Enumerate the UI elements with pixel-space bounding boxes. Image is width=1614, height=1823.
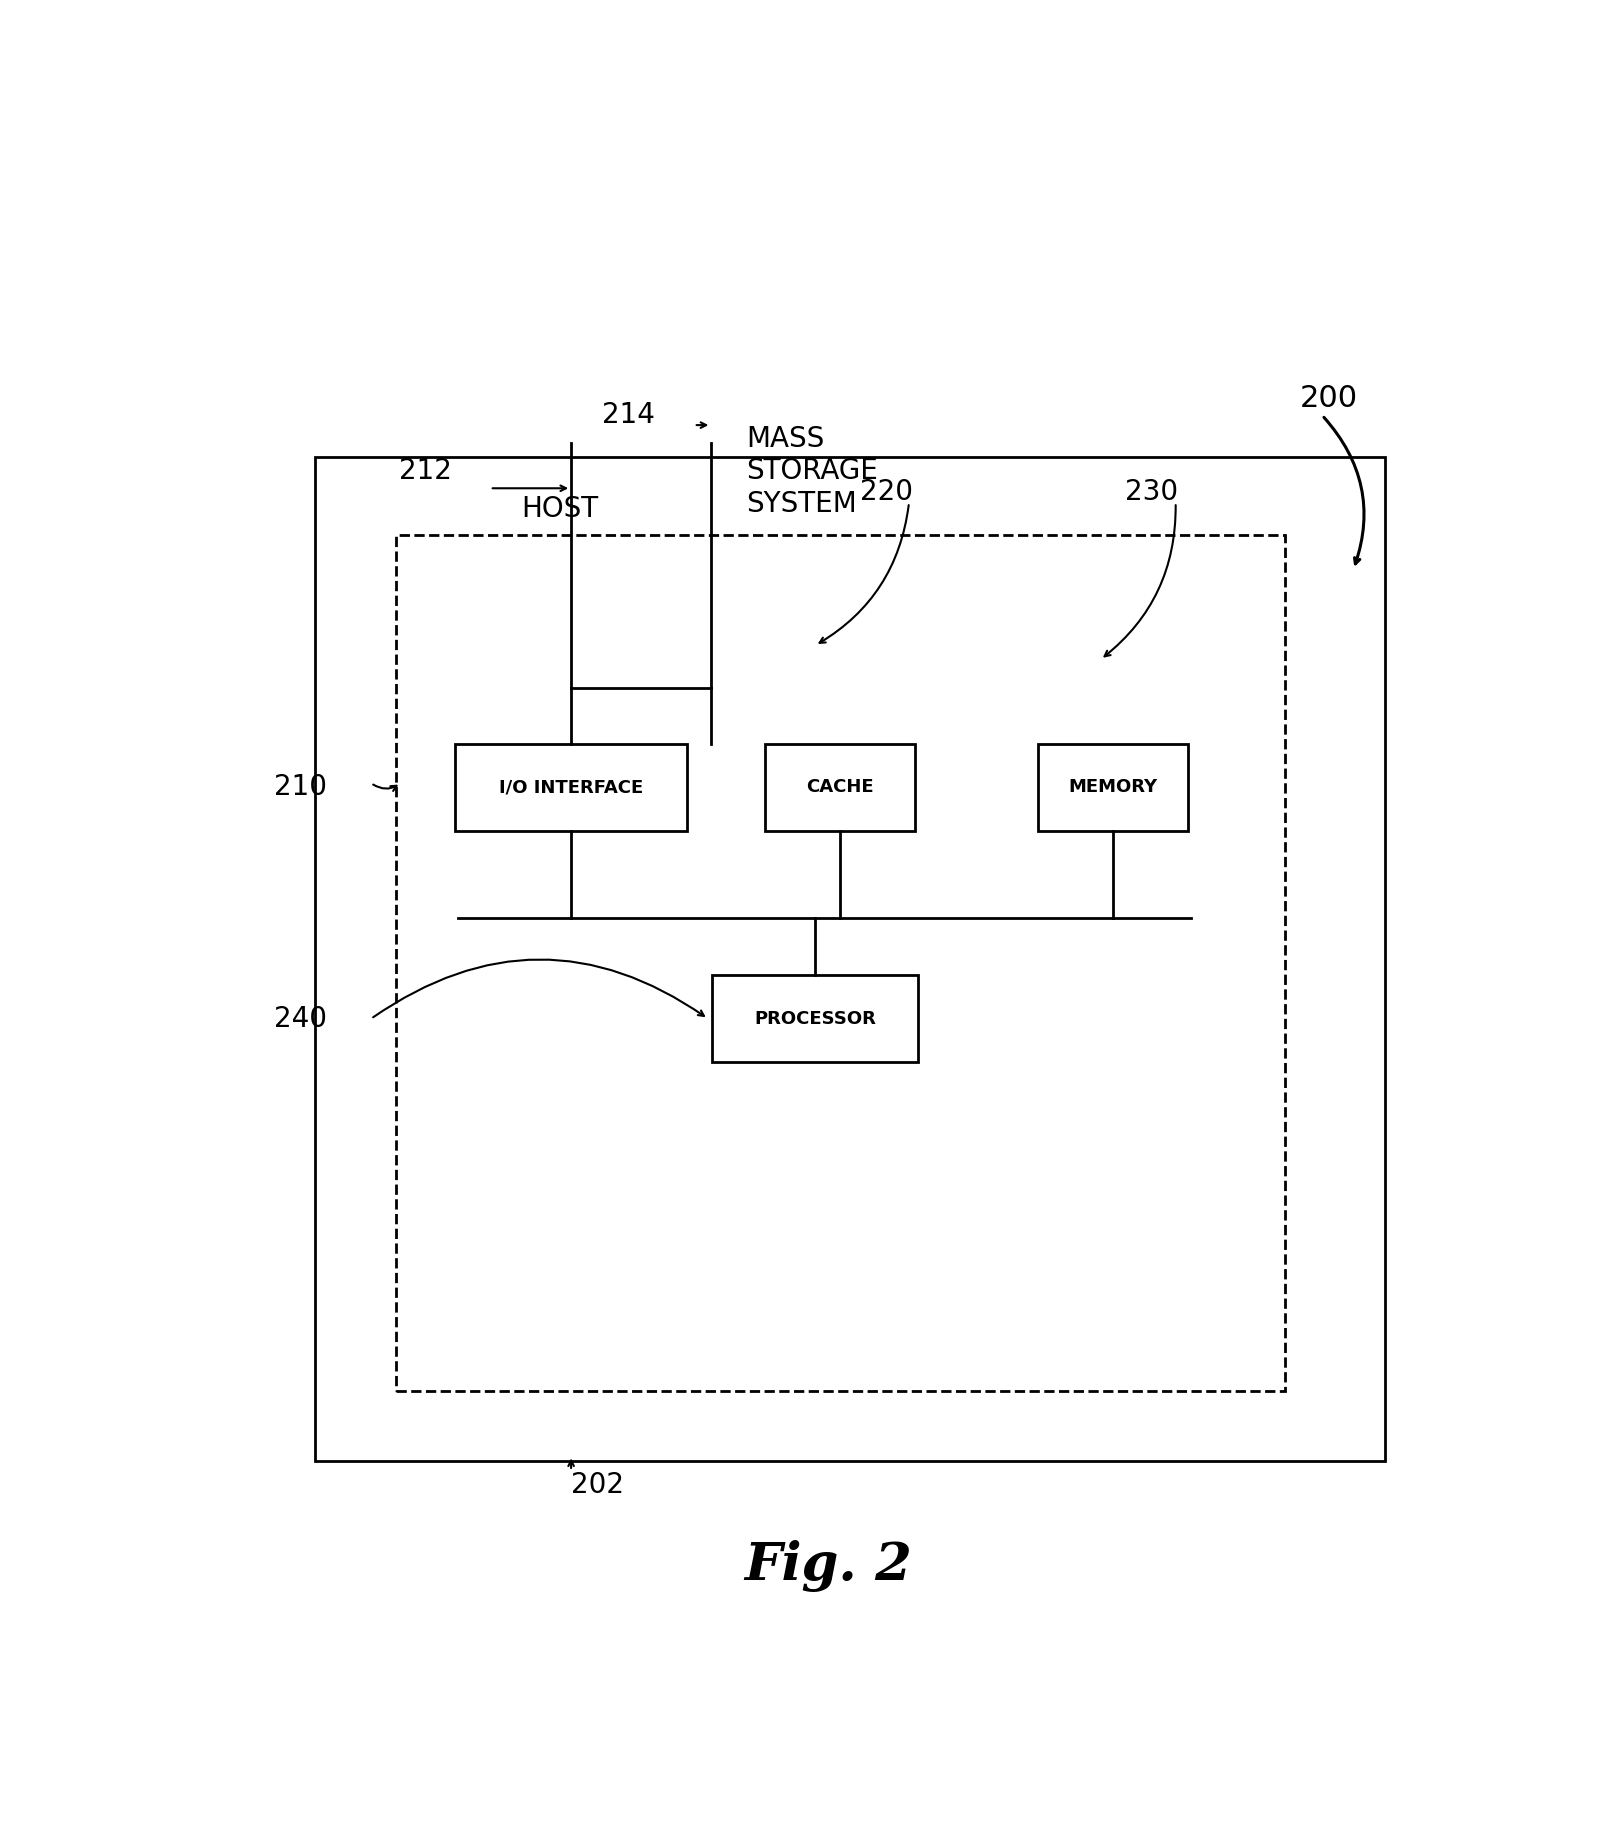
Text: 202: 202 [571,1471,623,1499]
Text: 212: 212 [399,458,452,485]
Text: 210: 210 [274,773,326,802]
Bar [395,534,1283,1391]
Text: 214: 214 [602,401,655,428]
Text: I/O INTERFACE: I/O INTERFACE [499,778,642,797]
Bar [455,744,686,831]
Bar [712,975,918,1063]
Bar [1038,744,1188,831]
Bar [765,744,915,831]
Text: PROCESSOR: PROCESSOR [754,1010,875,1028]
Bar [315,458,1383,1460]
Text: 240: 240 [274,1004,326,1034]
Text: Fig. 2: Fig. 2 [744,1540,910,1591]
Text: MEMORY: MEMORY [1068,778,1157,797]
Text: 200: 200 [1299,385,1356,414]
Text: 230: 230 [1125,478,1177,507]
Text: HOST: HOST [521,496,597,523]
Text: 220: 220 [859,478,912,507]
Text: MASS
STORAGE
SYSTEM: MASS STORAGE SYSTEM [746,425,878,518]
Text: CACHE: CACHE [805,778,873,797]
